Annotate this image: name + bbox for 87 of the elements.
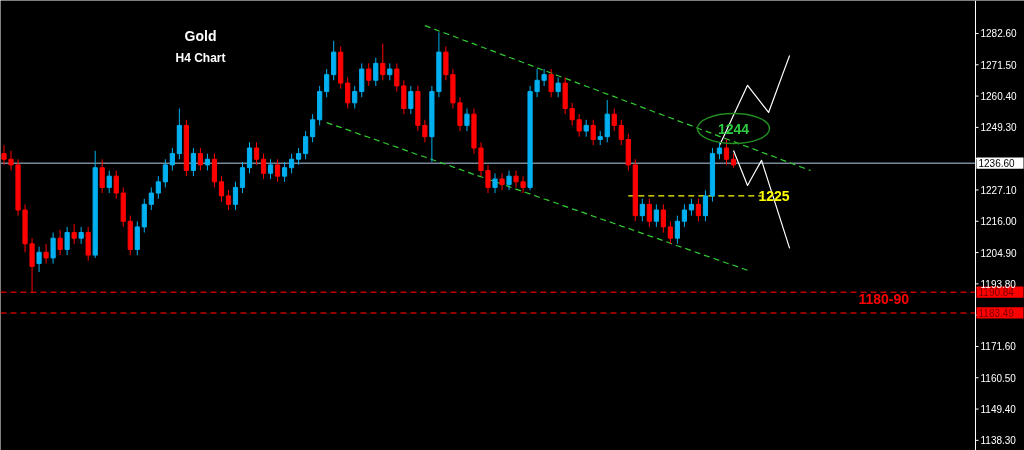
candlestick [43,243,49,265]
candlestick [548,68,554,98]
candlestick [106,170,112,194]
candlestick [288,153,295,174]
ref-line-label: 1183.49 [978,307,1015,319]
candlestick [260,153,267,180]
candlestick [513,170,519,188]
candlestick [274,158,281,183]
candlestick [71,223,77,245]
y-tick-label: 1160.50 [980,372,1017,384]
candlestick [366,62,372,87]
candlestick [99,158,105,194]
candlestick [611,107,617,132]
text: H4 Chart [175,50,226,65]
candlestick [218,175,225,203]
candlestick [8,150,14,172]
candlestick [373,57,379,87]
candlestick [162,158,168,188]
candlestick [57,229,63,256]
y-tick-label: 1271.50 [980,59,1018,71]
candlestick [408,85,414,115]
candlestick [246,141,253,174]
candlestick [253,141,260,166]
y-tick-label: 1204.90 [980,247,1018,259]
line-series [424,24,812,172]
candlestick [345,76,351,109]
candlestick [239,161,246,194]
candlestick [141,198,147,234]
candlestick [281,161,288,183]
y-tick-label: 1149.40 [980,404,1017,416]
candlestick [660,203,666,234]
candlestick [148,186,154,211]
ref-line-label: 1236.60 [978,158,1016,170]
y-tick-label: 1171.60 [980,341,1017,353]
candlestick [653,203,659,228]
candlestick [29,237,35,293]
candlestick [667,220,673,245]
line-series [326,121,749,271]
candlestick [639,198,645,222]
candlestick [380,43,386,81]
candlestick [310,113,316,143]
candlestick [1,144,7,166]
candlestick [352,85,358,109]
candlestick [681,203,688,228]
candlestick [155,175,161,200]
y-tick-label: 1138.30 [980,435,1017,447]
candlestick [232,181,239,211]
text: Gold [184,27,217,44]
candlestick [303,130,309,160]
line-series [732,149,791,249]
candlestick [492,172,498,194]
candlestick [267,158,274,180]
y-tick-label: 1260.40 [980,91,1018,103]
candlestick [36,246,42,273]
candlestick [618,119,624,146]
candlestick [702,189,709,222]
candlestick [211,153,218,188]
candlestick [134,220,140,256]
candlestick [506,170,512,191]
candlestick [646,198,652,228]
y-tick-label: 1216.00 [980,216,1018,228]
candlestick [331,40,337,81]
candlestick [590,119,596,146]
candlestick [723,139,730,166]
candlestick [457,96,463,132]
annotation: 1180-90 [858,290,910,307]
candlestick [555,76,561,98]
y-tick-label: 1282.60 [980,28,1018,40]
candlestick [85,226,91,262]
ref-line-label: 1190.84 [978,287,1015,299]
candlestick [499,172,505,191]
y-tick-label: 1227.10 [980,184,1018,196]
candlestick [169,147,175,172]
candlestick [225,189,232,211]
candlestick [190,147,196,177]
candlestick [359,62,365,98]
candlestick [520,175,526,194]
candlestick [674,215,680,245]
candlestick [541,68,547,87]
y-tick-label: 1249.30 [980,122,1018,134]
candlestick [324,68,330,98]
candlestick [64,226,70,256]
candlestick [464,107,470,132]
candlestick [576,113,582,138]
candlestick [197,147,204,172]
candlestick [50,232,56,265]
candlestick [695,198,702,222]
